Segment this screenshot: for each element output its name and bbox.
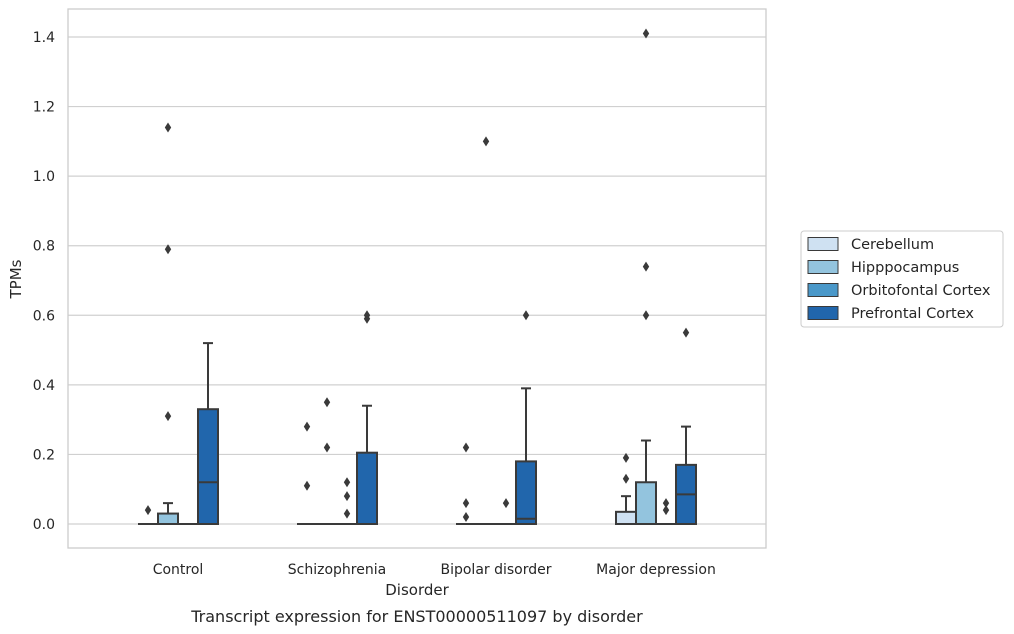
y-axis-label: TPMs bbox=[7, 259, 25, 299]
x-axis-label: Disorder bbox=[385, 581, 449, 599]
outlier-point bbox=[462, 442, 470, 453]
x-tick-label: Major depression bbox=[596, 562, 716, 578]
box-group bbox=[157, 122, 179, 525]
outlier-point bbox=[343, 508, 351, 519]
y-tick-label: 1.0 bbox=[33, 169, 55, 185]
box-group bbox=[297, 421, 317, 525]
box bbox=[356, 451, 378, 526]
legend-label: Orbitofontal Cortex bbox=[851, 283, 991, 299]
outlier-point bbox=[522, 310, 530, 321]
outlier-point bbox=[642, 261, 650, 272]
outlier-point bbox=[462, 498, 470, 509]
y-ticks: 0.0 0.2 0.4 0.6 0.8 1.0 1.2 1.4 bbox=[33, 30, 55, 533]
box-group bbox=[496, 498, 516, 525]
box-group bbox=[515, 310, 537, 525]
box bbox=[197, 408, 219, 526]
y-tick-label: 0.0 bbox=[33, 517, 55, 533]
legend-label: Hipppocampus bbox=[851, 260, 959, 276]
legend: Cerebellum Hipppocampus Orbitofontal Corte… bbox=[800, 230, 1004, 328]
outlier-point bbox=[363, 310, 371, 321]
plot-background bbox=[68, 9, 766, 548]
outlier-point bbox=[164, 122, 172, 133]
outlier-point bbox=[642, 28, 650, 39]
outlier-point bbox=[462, 512, 470, 523]
x-tick-label: Control bbox=[153, 562, 204, 578]
outlier-point bbox=[502, 498, 510, 509]
legend-label: Cerebellum bbox=[851, 237, 934, 253]
box-group bbox=[138, 505, 158, 525]
outlier-point bbox=[323, 442, 331, 453]
box-group bbox=[356, 310, 378, 526]
x-tick-label: Bipolar disorder bbox=[440, 562, 551, 578]
box-group bbox=[456, 442, 476, 525]
box-group bbox=[337, 477, 357, 525]
y-tick-label: 1.2 bbox=[33, 100, 55, 116]
outlier-point bbox=[323, 397, 331, 408]
outlier-point bbox=[642, 310, 650, 321]
legend-frame bbox=[800, 230, 1004, 328]
outlier-point bbox=[343, 491, 351, 502]
box-group bbox=[635, 28, 657, 525]
box-group bbox=[197, 342, 219, 526]
outlier-point bbox=[303, 480, 311, 491]
outlier-point bbox=[662, 498, 670, 509]
y-tick-label: 0.2 bbox=[33, 447, 55, 463]
y-tick-label: 0.8 bbox=[33, 239, 55, 255]
legend-label: Prefrontal Cortex bbox=[851, 306, 974, 322]
outlier-point bbox=[343, 477, 351, 488]
box-group bbox=[656, 498, 676, 525]
outlier-point bbox=[682, 327, 690, 338]
y-tick-label: 1.4 bbox=[33, 30, 55, 46]
outlier-point bbox=[303, 421, 311, 432]
y-tick-label: 0.6 bbox=[33, 308, 55, 324]
box-group bbox=[476, 136, 496, 525]
box bbox=[615, 510, 637, 526]
outlier-point bbox=[622, 473, 630, 484]
chart-caption: Transcript expression for ENST0000051109… bbox=[190, 607, 643, 626]
box-group bbox=[615, 452, 637, 526]
box bbox=[515, 460, 537, 525]
plot-frame bbox=[67, 8, 767, 549]
legend-swatch bbox=[807, 283, 839, 297]
y-tick-label: 0.4 bbox=[33, 378, 55, 394]
outlier-point bbox=[164, 244, 172, 255]
outlier-point bbox=[662, 505, 670, 516]
legend-swatch bbox=[807, 306, 839, 320]
box-group bbox=[675, 327, 697, 526]
outlier-point bbox=[482, 136, 490, 147]
box bbox=[157, 512, 179, 525]
outlier-point bbox=[622, 452, 630, 463]
boxes bbox=[138, 28, 697, 526]
legend-swatch bbox=[807, 260, 839, 274]
x-tick-label: Schizophrenia bbox=[288, 562, 386, 578]
box bbox=[635, 481, 657, 525]
legend-swatch bbox=[807, 237, 839, 251]
x-ticks: Control Schizophrenia Bipolar disorder Majo… bbox=[153, 562, 716, 578]
gridlines bbox=[68, 36, 766, 525]
outlier-point bbox=[144, 505, 152, 516]
box-group bbox=[317, 397, 337, 525]
outlier-point bbox=[164, 411, 172, 422]
